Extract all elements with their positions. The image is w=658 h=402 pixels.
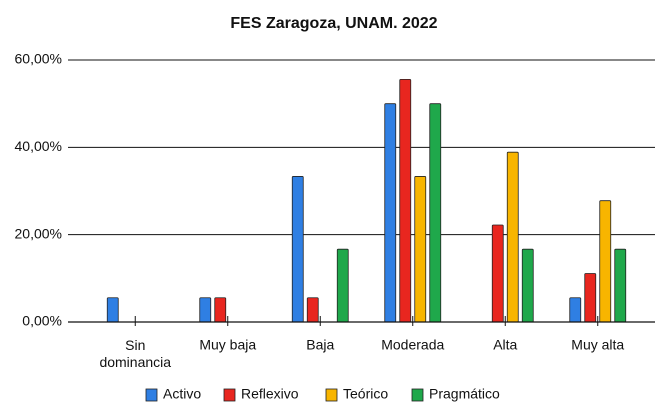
bar [214,297,227,323]
bar [384,103,397,323]
bar [291,176,304,323]
bar [614,248,627,323]
bar [569,297,582,323]
bar [414,176,427,323]
bar [336,248,349,323]
y-tick-label: 60,00% [15,51,62,67]
y-tick-label: 40,00% [15,138,62,154]
legend-label: Reflexivo [241,386,299,402]
legend-swatch [223,388,236,402]
bar [429,103,442,323]
bar [584,273,597,323]
bar [521,248,534,323]
bar [491,224,504,323]
x-tick-label: Muy alta [571,337,624,353]
bar [106,297,119,323]
x-tick-label: Moderada [381,337,444,353]
bar [506,151,519,323]
bar [306,297,319,323]
legend-label: Pragmático [429,386,500,402]
x-tick-label: Alta [493,337,517,353]
y-tick-label: 0,00% [22,313,62,329]
bar [599,200,612,323]
legend-label: Teórico [343,386,388,402]
x-tick-label: Sin dominancia [99,337,171,370]
y-tick-label: 20,00% [15,225,62,241]
legend-swatch [145,388,158,402]
bar [199,297,212,323]
legend-label: Activo [163,386,201,402]
legend-swatch [411,388,424,402]
legend-swatch [325,388,338,402]
x-tick-label: Baja [306,337,334,353]
bar [399,78,412,323]
x-tick-label: Muy baja [199,337,256,353]
chart-title: FES Zaragoza, UNAM. 2022 [230,15,437,32]
